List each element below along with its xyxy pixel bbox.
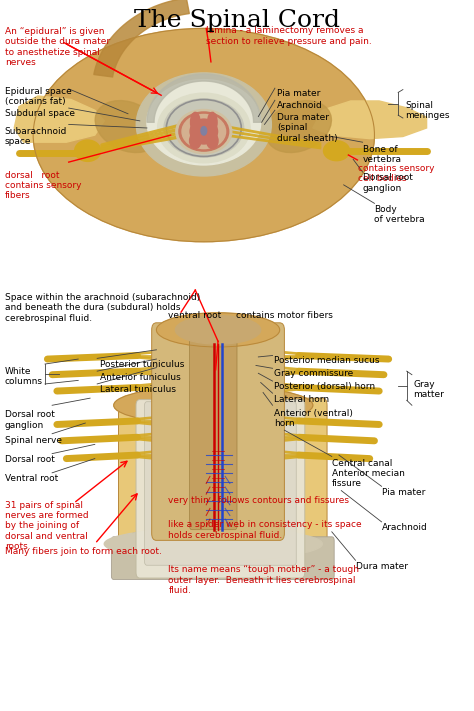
Text: Space within the arachnoid (subarachnoid)
and beneath the dura (subdural) holds
: Space within the arachnoid (subarachnoid… (5, 293, 200, 323)
Text: Pia mater: Pia mater (382, 488, 425, 497)
Ellipse shape (137, 73, 271, 176)
Text: Arachnoid: Arachnoid (277, 101, 323, 110)
Ellipse shape (164, 99, 244, 157)
Ellipse shape (323, 141, 349, 161)
Ellipse shape (266, 100, 331, 153)
FancyBboxPatch shape (118, 398, 327, 551)
Text: Posterior tuniculus: Posterior tuniculus (100, 360, 184, 369)
Ellipse shape (114, 526, 313, 562)
Ellipse shape (95, 100, 161, 153)
Text: The Spinal Cord: The Spinal Cord (134, 9, 340, 31)
Text: Anterior funiculus: Anterior funiculus (100, 373, 180, 382)
Text: White
columns: White columns (5, 367, 43, 386)
Text: very thin - follows contours and fissures: very thin - follows contours and fissure… (168, 496, 349, 506)
FancyBboxPatch shape (136, 400, 305, 578)
Text: Gray
matter: Gray matter (413, 380, 444, 399)
Ellipse shape (147, 80, 261, 165)
Text: Bone of
vertebra: Bone of vertebra (363, 145, 401, 164)
Ellipse shape (190, 133, 201, 149)
Ellipse shape (156, 313, 280, 347)
Text: Posterior (dorsal) horn: Posterior (dorsal) horn (274, 382, 375, 391)
Text: contains sensory
cell bodies: contains sensory cell bodies (358, 164, 434, 183)
Ellipse shape (207, 133, 218, 149)
Text: Dorsal root: Dorsal root (5, 455, 55, 464)
Text: Pia mater: Pia mater (277, 89, 321, 98)
Text: An “epidural” is given
outside the dura mater
to anesthetize spinal
nerves: An “epidural” is given outside the dura … (5, 27, 110, 68)
Ellipse shape (104, 528, 322, 560)
Text: Spinal
meninges: Spinal meninges (405, 101, 450, 120)
Text: Subdural space: Subdural space (5, 109, 75, 118)
Text: Central canal
Anterior mecian
fissure: Central canal Anterior mecian fissure (332, 459, 405, 488)
Polygon shape (171, 30, 228, 96)
Text: Anterior (ventral)
horn: Anterior (ventral) horn (274, 409, 353, 428)
Text: Posterior median sucus: Posterior median sucus (274, 356, 380, 365)
Text: Its name means “tough mother” - a tough
outer layer.  Beneath it lies cerebrospi: Its name means “tough mother” - a tough … (168, 565, 359, 595)
Text: Epidural space
(contains fat): Epidural space (contains fat) (5, 87, 72, 106)
FancyBboxPatch shape (145, 402, 296, 565)
Ellipse shape (208, 112, 217, 132)
Text: Many fibers join to form each root.: Many fibers join to form each root. (5, 547, 162, 557)
Text: Lateral tuniculus: Lateral tuniculus (100, 385, 175, 395)
Text: like a spider web in consistency - its space
holds cerebrospinal fluid.: like a spider web in consistency - its s… (168, 520, 362, 540)
Polygon shape (14, 96, 104, 142)
Text: Dura mater
(spinal
dural sheath): Dura mater (spinal dural sheath) (277, 113, 338, 143)
Polygon shape (147, 74, 261, 122)
Text: Dorsal root
ganglion: Dorsal root ganglion (5, 410, 55, 429)
Ellipse shape (176, 109, 232, 154)
Text: Dura mater: Dura mater (356, 562, 408, 571)
Circle shape (201, 127, 207, 135)
Text: lamina - a laminectomy removes a
section to relieve pressure and pain.: lamina - a laminectomy removes a section… (206, 26, 372, 46)
Ellipse shape (33, 28, 374, 242)
Ellipse shape (114, 385, 313, 424)
Text: Lateral horn: Lateral horn (274, 395, 329, 404)
FancyBboxPatch shape (152, 323, 284, 540)
FancyBboxPatch shape (190, 337, 237, 530)
Text: Dorsal root
ganglion: Dorsal root ganglion (363, 173, 412, 193)
Polygon shape (94, 0, 189, 77)
Text: Arachnoid: Arachnoid (382, 523, 428, 533)
Ellipse shape (175, 316, 261, 344)
Ellipse shape (75, 140, 100, 161)
Text: dorsal   root
contains sensory
fibers: dorsal root contains sensory fibers (5, 171, 81, 201)
Ellipse shape (182, 114, 226, 149)
Text: Ventral root: Ventral root (5, 474, 58, 483)
Ellipse shape (191, 112, 200, 132)
Ellipse shape (179, 112, 228, 151)
FancyBboxPatch shape (111, 537, 334, 579)
Text: ventral root: ventral root (168, 311, 221, 321)
Ellipse shape (157, 93, 250, 163)
Ellipse shape (190, 119, 218, 144)
Text: Gray commissure: Gray commissure (274, 369, 353, 378)
Text: contains motor fibers: contains motor fibers (236, 311, 333, 321)
Polygon shape (313, 101, 427, 139)
Text: Subarachnoid
space: Subarachnoid space (5, 127, 67, 146)
Text: 31 pairs of spinal
nerves are formed
by the joining of
dorsal and ventral
roots.: 31 pairs of spinal nerves are formed by … (5, 501, 88, 551)
Text: Body
of vertebra: Body of vertebra (374, 205, 425, 224)
Text: Spinal nerve: Spinal nerve (5, 436, 62, 445)
